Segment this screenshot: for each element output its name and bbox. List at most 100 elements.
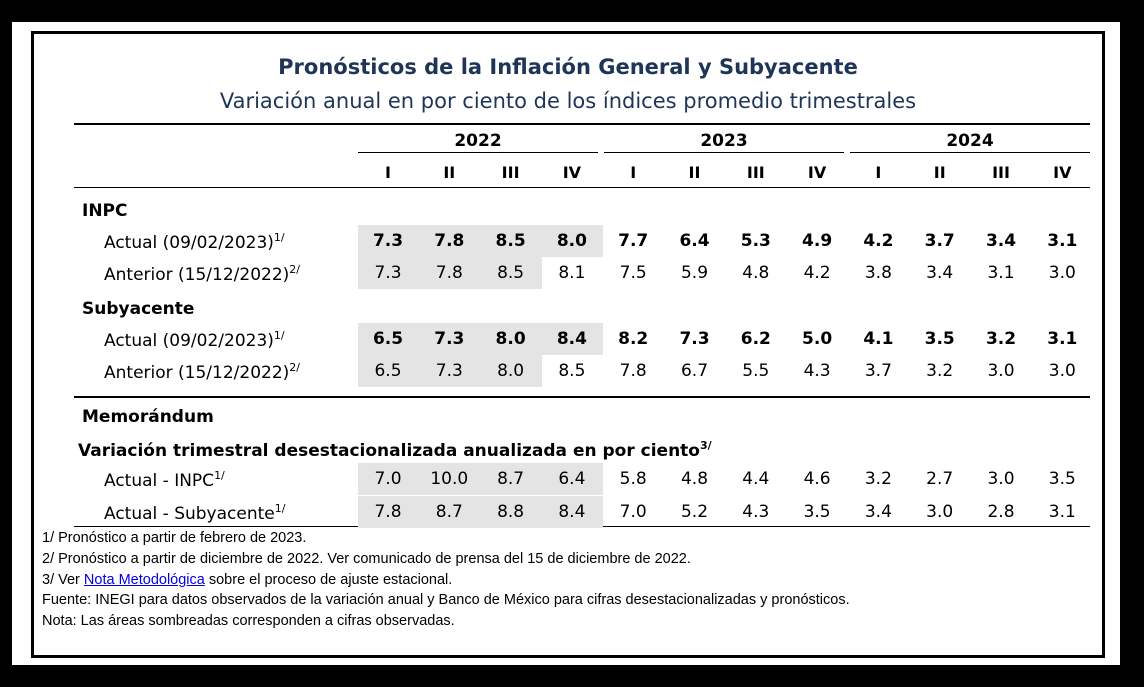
header-bottom-rule <box>74 187 1090 188</box>
table-cell: 3.0 <box>1048 263 1076 283</box>
image-frame: Pronósticos de la Inflación General y Su… <box>12 22 1120 665</box>
table-cell: 3.4 <box>926 263 954 283</box>
table-cell: 4.6 <box>803 469 831 489</box>
table-cell: 5.9 <box>680 263 709 283</box>
section-variacion: Variación trimestral desestacionalizada … <box>78 439 712 461</box>
table-cell: 3.8 <box>864 263 892 283</box>
quarter-header: II <box>443 163 456 182</box>
table-cell: 4.1 <box>863 329 894 349</box>
table-cell: 7.3 <box>374 263 402 283</box>
quarter-header: I <box>630 163 637 182</box>
year-2022: 2022 <box>454 131 502 151</box>
row-label-text: Actual - Subyacente <box>104 504 275 524</box>
quarter-header: IV <box>1053 163 1072 182</box>
table-cell: 6.4 <box>558 469 586 489</box>
table-cell: 8.4 <box>558 502 586 522</box>
row-label: Actual (09/02/2023)1/ <box>104 231 285 253</box>
table-cell: 7.0 <box>374 469 402 489</box>
row-label-text: Actual - INPC <box>104 471 215 491</box>
quarter-header: III <box>992 163 1010 182</box>
table-cell: 8.0 <box>495 329 526 349</box>
table-cell: 5.0 <box>802 329 833 349</box>
table-cell: 5.8 <box>619 469 647 489</box>
table-cell: 5.5 <box>742 361 770 381</box>
note-nota: Nota: Las áreas sombreadas corresponden … <box>42 613 455 629</box>
table-cell: 5.3 <box>740 231 771 251</box>
memorandum-rule <box>74 396 1090 398</box>
row-label-text: Anterior (15/12/2022) <box>104 265 290 285</box>
table-cell: 4.8 <box>742 263 770 283</box>
observed-shade <box>358 225 604 257</box>
observed-shade <box>358 496 604 528</box>
table-cell: 8.2 <box>618 329 649 349</box>
table-cell: 3.5 <box>924 329 955 349</box>
row-label: Actual (09/02/2023)1/ <box>104 329 285 351</box>
table-cell: 3.5 <box>1048 469 1076 489</box>
table-cell: 8.5 <box>495 231 526 251</box>
table-cell: 6.5 <box>372 329 404 349</box>
table-cell: 10.0 <box>430 469 469 489</box>
top-rule <box>74 123 1090 125</box>
year-2024-rule <box>850 152 1090 153</box>
row-label-text: Actual (09/02/2023) <box>104 331 274 351</box>
table-cell: 8.7 <box>497 469 525 489</box>
table-cell: 2.8 <box>987 502 1015 522</box>
quarter-header: IV <box>562 163 582 182</box>
section-subyacente: Subyacente <box>82 299 195 319</box>
page-title: Pronósticos de la Inflación General y Su… <box>278 55 858 79</box>
table-cell: 8.0 <box>556 231 587 251</box>
table-cell: 3.5 <box>803 502 831 522</box>
note-2: 2/ Pronóstico a partir de diciembre de 2… <box>42 551 691 567</box>
table-panel: Pronósticos de la Inflación General y Su… <box>32 32 1104 657</box>
observed-shade <box>358 323 604 355</box>
table-cell: 7.8 <box>434 231 465 251</box>
table-cell: 6.2 <box>740 329 771 349</box>
table-cell: 3.7 <box>924 231 955 251</box>
quarter-header: I <box>385 163 391 182</box>
table-cell: 6.4 <box>679 231 710 251</box>
table-cell: 8.0 <box>497 361 525 381</box>
year-2023: 2023 <box>700 131 748 151</box>
table-cell: 3.2 <box>926 361 954 381</box>
table-cell: 5.2 <box>680 502 709 522</box>
table-cell: 3.2 <box>864 469 892 489</box>
row-label-sup: 1/ <box>273 231 285 244</box>
row-label: Anterior (15/12/2022)2/ <box>104 263 300 285</box>
table-cell: 3.0 <box>987 469 1015 489</box>
section-inpc: INPC <box>82 201 128 221</box>
table-cell: 3.1 <box>1047 329 1078 349</box>
year-2024: 2024 <box>946 131 994 151</box>
table-cell: 3.1 <box>1047 231 1078 251</box>
table-cell: 7.3 <box>435 361 463 381</box>
row-label-sup: 1/ <box>274 502 286 515</box>
row-label: Actual - INPC1/ <box>104 469 225 491</box>
table-cell: 7.3 <box>372 231 404 251</box>
quarter-header: III <box>746 163 765 182</box>
table-cell: 8.5 <box>558 361 586 381</box>
table-cell: 3.0 <box>926 502 954 522</box>
row-label-text: Anterior (15/12/2022) <box>104 363 290 383</box>
section-memorandum: Memorándum <box>82 407 214 427</box>
page-subtitle: Variación anual en por ciento de los índ… <box>219 89 917 113</box>
table-cell: 4.8 <box>680 469 709 489</box>
table-cell: 6.5 <box>374 361 402 381</box>
table-cell: 8.7 <box>435 502 463 522</box>
row-label: Actual - Subyacente1/ <box>104 502 285 524</box>
year-2023-rule <box>604 152 844 153</box>
table-cell: 3.4 <box>864 502 892 522</box>
row-label-sup: 1/ <box>214 469 225 482</box>
observed-shade <box>358 463 604 495</box>
table-cell: 8.5 <box>497 263 525 283</box>
observed-shade <box>358 355 542 387</box>
quarter-header: I <box>875 163 882 182</box>
table-cell: 8.8 <box>497 502 525 522</box>
table-cell: 3.1 <box>1048 502 1076 522</box>
quarter-header: IV <box>807 163 827 182</box>
table-cell: 7.8 <box>374 502 402 522</box>
table-cell: 8.4 <box>556 329 587 349</box>
section-variacion-label: Variación trimestral desestacionalizada … <box>78 441 700 461</box>
nota-metodologica-link[interactable]: Nota Metodológica <box>83 572 205 588</box>
table-cell: 7.5 <box>619 263 647 283</box>
row-label: Anterior (15/12/2022)2/ <box>104 361 300 383</box>
table-cell: 4.4 <box>742 469 770 489</box>
